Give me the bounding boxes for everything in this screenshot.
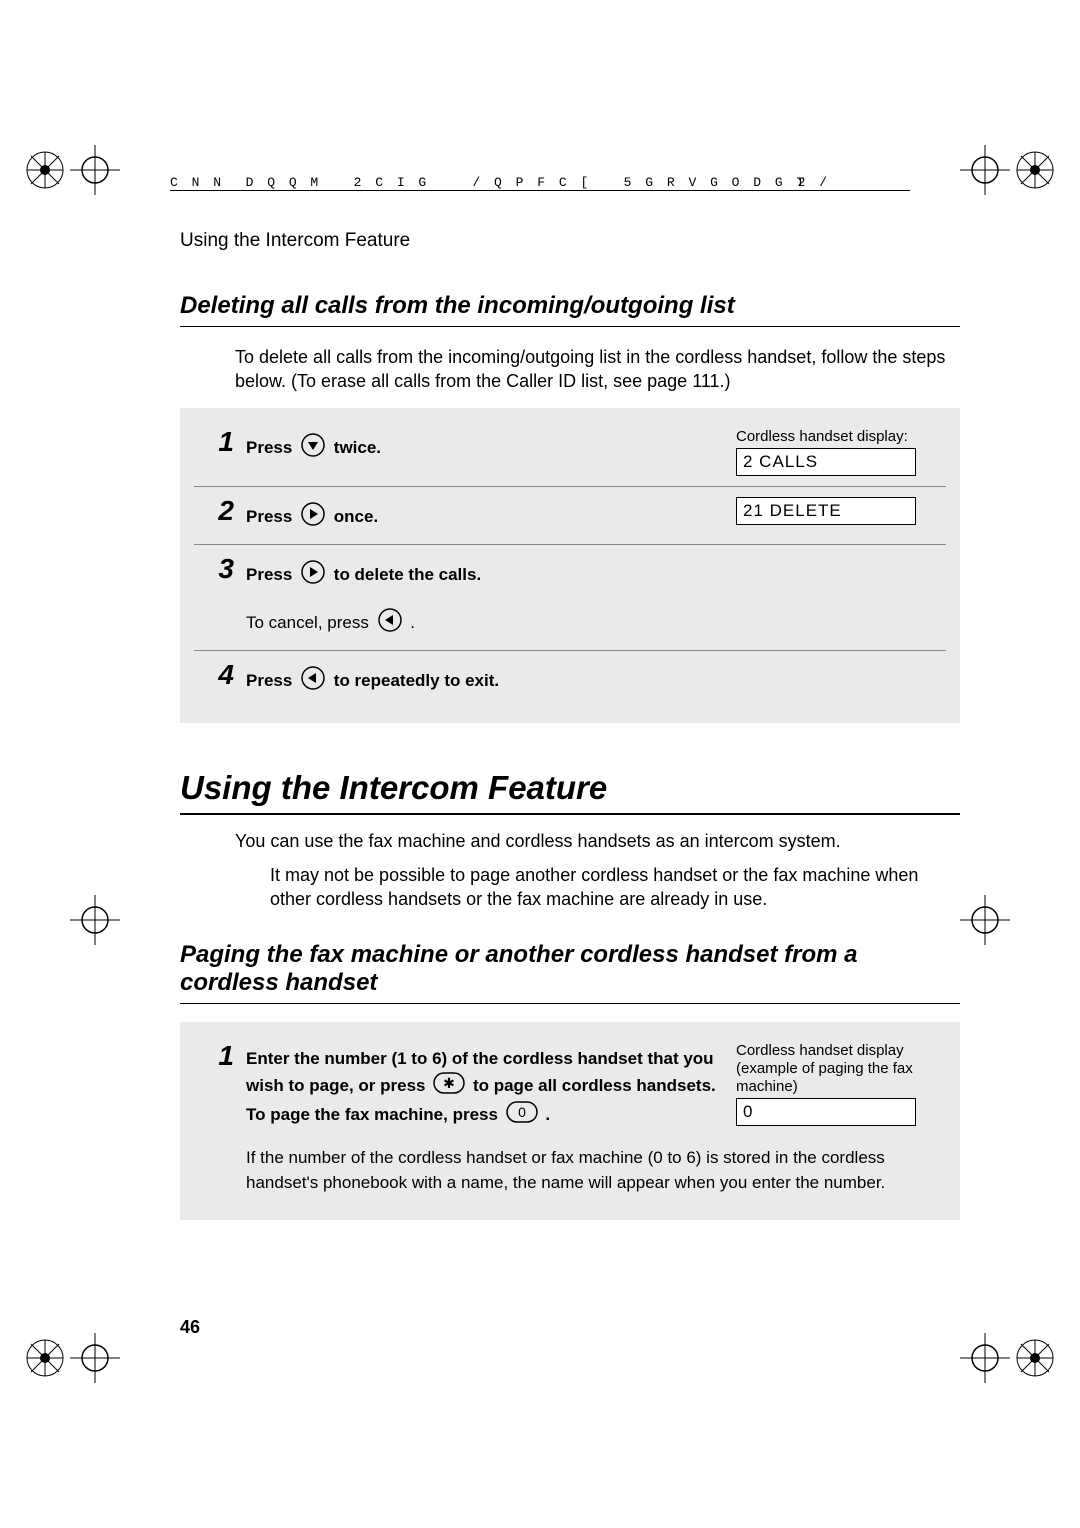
step-text: Press [246, 671, 297, 690]
step-number: 2 [194, 497, 234, 525]
subheading-paging: Paging the fax machine or another cordle… [180, 941, 960, 1004]
step-row: 3 Press to delete the calls. To cancel, … [194, 544, 946, 650]
step-text: to delete the calls. [334, 565, 481, 584]
zero-key-icon: 0 [506, 1101, 538, 1131]
step-body: Press to delete the calls. To cancel, pr… [246, 555, 736, 640]
display-label: Cordless handset display: [736, 428, 946, 446]
right-arrow-icon [300, 559, 326, 593]
step-text: to page all cordless handsets. [473, 1076, 716, 1095]
section-label: Using the Intercom Feature [180, 230, 960, 252]
step-body: Press once. [246, 497, 736, 535]
display-label: Cordless handset display (example of pag… [736, 1042, 946, 1096]
display-column: 21 DELETE [736, 497, 946, 525]
left-arrow-icon [300, 665, 326, 699]
intro-paragraph: To delete all calls from the incoming/ou… [235, 345, 950, 394]
main-heading-intercom: Using the Intercom Feature [180, 769, 960, 815]
step-body: Press twice. [246, 428, 736, 466]
display-box: 21 DELETE [736, 497, 916, 525]
step-text: once. [334, 507, 378, 526]
step-text: Press [246, 438, 297, 457]
crop-mark-icon [70, 1333, 120, 1383]
right-arrow-icon [300, 501, 326, 535]
header-rule [170, 190, 910, 191]
step-text: Press [246, 507, 297, 526]
rosette-icon [1015, 150, 1055, 190]
step-row: 4 Press to repeatedly to exit. [194, 650, 946, 709]
step-text: to repeatedly to exit. [334, 671, 499, 690]
body-paragraph-indented: It may not be possible to page another c… [270, 863, 940, 912]
rosette-icon [25, 150, 65, 190]
body-paragraph: You can use the fax machine and cordless… [235, 829, 960, 853]
crop-mark-icon [70, 895, 120, 945]
crop-mark-icon [960, 1333, 1010, 1383]
star-key-icon: ✱ [433, 1072, 465, 1102]
crop-mark-icon [70, 145, 120, 195]
display-column: Cordless handset display: 2 CALLS [736, 428, 946, 476]
down-arrow-icon [300, 432, 326, 466]
step-row: 1 Enter the number (1 to 6) of the cordl… [194, 1032, 946, 1141]
step-sub-text: . [410, 613, 415, 632]
crop-mark-icon [960, 145, 1010, 195]
step-text: . [545, 1106, 550, 1125]
step-row: 2 Press once. 21 DELETE [194, 486, 946, 545]
step-number: 4 [194, 661, 234, 689]
rosette-icon [25, 1338, 65, 1378]
note-text: If the number of the cordless handset or… [246, 1141, 946, 1196]
svg-text:✱: ✱ [443, 1075, 455, 1091]
steps-box-paging: 1 Enter the number (1 to 6) of the cordl… [180, 1022, 960, 1220]
manual-page: C N N D Q Q M 2 C I G / Q P F C [ 5 G R … [0, 0, 1080, 1528]
subheading-delete-calls: Deleting all calls from the incoming/out… [180, 292, 960, 327]
note-row: If the number of the cordless handset or… [194, 1141, 946, 1206]
page-number: 46 [180, 1317, 200, 1338]
step-number: 1 [194, 428, 234, 456]
left-arrow-icon [377, 607, 403, 641]
step-row: 1 Press twice. Cordless handset display:… [194, 418, 946, 486]
header-page: 2 / [798, 175, 830, 190]
step-text: Press [246, 565, 297, 584]
display-box: 0 [736, 1098, 916, 1126]
step-text: twice. [334, 438, 381, 457]
step-body: Enter the number (1 to 6) of the cordles… [246, 1042, 736, 1131]
steps-box-delete: 1 Press twice. Cordless handset display:… [180, 408, 960, 723]
svg-text:0: 0 [518, 1104, 526, 1120]
step-number: 3 [194, 555, 234, 583]
display-column: Cordless handset display (example of pag… [736, 1042, 946, 1126]
step-number: 1 [194, 1042, 234, 1070]
step-body: Press to repeatedly to exit. [246, 661, 736, 699]
step-sub-text: To cancel, press [246, 613, 374, 632]
crop-mark-icon [960, 895, 1010, 945]
rosette-icon [1015, 1338, 1055, 1378]
step-text: To page the fax machine, press [246, 1106, 503, 1125]
display-box: 2 CALLS [736, 448, 916, 476]
